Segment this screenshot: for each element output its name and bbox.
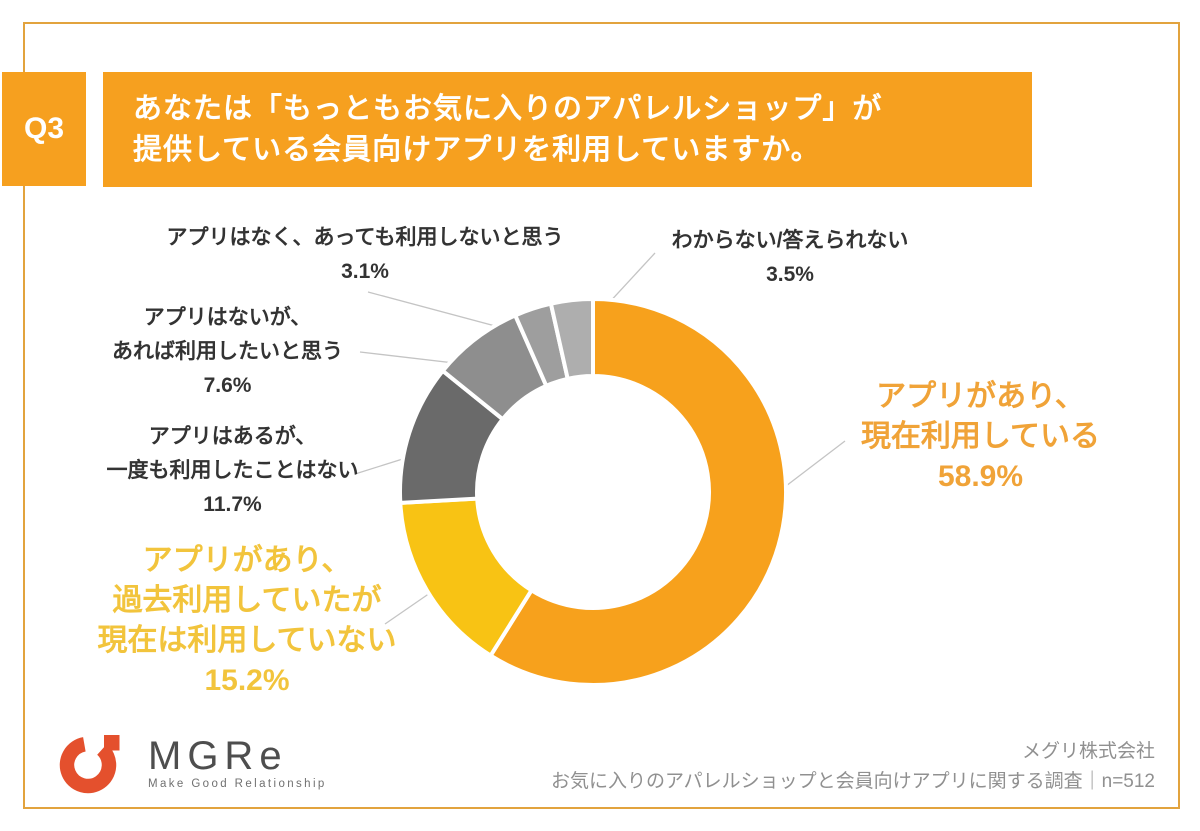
donut-segment-5 xyxy=(548,296,595,382)
callout-label-line2: 一度も利用したことはない xyxy=(106,459,359,482)
question-number-badge: Q3 xyxy=(2,72,86,186)
callout-value: 7.6% xyxy=(203,374,252,397)
callout-label: アプリはなく、あっても利用しないと思う xyxy=(166,226,564,249)
question-title-line2: 提供している会員向けアプリを利用していますか。 xyxy=(133,133,821,166)
callout-label-line2: 過去利用していたが xyxy=(112,584,382,617)
callout-value: 3.5% xyxy=(766,263,814,286)
callout-dont-know: わからない/答えられない 3.5% xyxy=(640,224,940,292)
question-number: Q3 xyxy=(23,112,65,145)
survey-source: メグリ株式会社 お気に入りのアパレルショップと会員向けアプリに関する調査｜n=5… xyxy=(551,737,1155,797)
callout-label-line1: アプリはないが、 xyxy=(143,306,312,329)
callout-no-app-want-to-use: アプリはないが、 あれば利用したいと思う 7.6% xyxy=(95,301,360,403)
callout-label-line1: アプリはあるが、 xyxy=(148,425,317,448)
callout-currently-using: アプリがあり、 現在利用している 58.9% xyxy=(833,377,1128,497)
callout-label-line1: アプリがあり、 xyxy=(142,544,352,577)
callout-label-line2: あれば利用したいと思う xyxy=(112,340,343,363)
callout-label-line3: 現在は利用していない xyxy=(97,624,397,657)
donut-segment-0 xyxy=(487,296,788,687)
callout-value: 11.7% xyxy=(203,493,262,516)
question-title-bar: あなたは「もっともお気に入りのアパレルショップ」が 提供している会員向けアプリを… xyxy=(103,72,1032,187)
mgre-logo: MGRe Make Good Relationship xyxy=(58,733,327,795)
mgre-logo-text: MGRe xyxy=(148,734,288,778)
question-title-line1: あなたは「もっともお気に入りのアパレルショップ」が xyxy=(133,92,883,125)
callout-value: 15.2% xyxy=(204,664,290,697)
survey-title: お気に入りのアパレルショップと会員向けアプリに関する調査｜n=512 xyxy=(551,771,1155,792)
callout-label-line2: 現在利用している xyxy=(860,420,1101,453)
callout-label-line1: アプリがあり、 xyxy=(876,380,1085,413)
page-border-frame xyxy=(23,22,1180,809)
survey-company: メグリ株式会社 xyxy=(1021,741,1155,762)
mgre-logo-icon xyxy=(59,735,120,794)
callout-no-app-would-not-use: アプリはなく、あっても利用しないと思う 3.1% xyxy=(155,221,575,289)
callout-app-never-used: アプリはあるが、 一度も利用したことはない 11.7% xyxy=(90,420,375,522)
callout-value: 3.1% xyxy=(341,260,389,283)
mgre-logo-tagline: Make Good Relationship xyxy=(148,778,327,790)
callout-label: わからない/答えられない xyxy=(671,229,909,252)
callout-used-in-past: アプリがあり、 過去利用していたが 現在は利用していない 15.2% xyxy=(92,541,402,701)
callout-value: 58.9% xyxy=(937,460,1024,493)
